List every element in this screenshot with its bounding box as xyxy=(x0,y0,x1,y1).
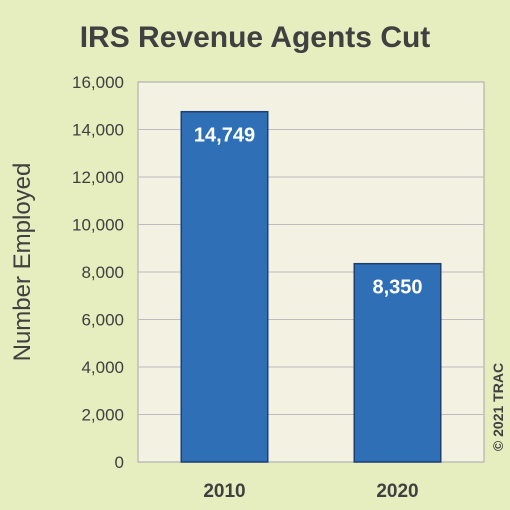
y-axis-label: Number Employed xyxy=(9,163,36,362)
y-tick-label: 8,000 xyxy=(81,263,124,282)
x-tick-label: 2010 xyxy=(203,481,245,502)
y-tick-label: 14,000 xyxy=(72,121,124,140)
y-tick-label: 6,000 xyxy=(81,311,124,330)
y-tick-label: 0 xyxy=(115,453,124,472)
y-tick-label: 16,000 xyxy=(72,73,124,92)
x-axis-ticks: 2010 2020 xyxy=(203,481,418,502)
bar-value-label: 8,350 xyxy=(372,277,422,299)
y-tick-label: 2,000 xyxy=(81,406,124,425)
y-tick-label: 4,000 xyxy=(81,358,124,377)
x-tick-label: 2020 xyxy=(376,481,418,502)
bar-value-label: 14,749 xyxy=(194,125,255,147)
y-tick-label: 12,000 xyxy=(72,168,124,187)
copyright-credit: © 2021 TRAC xyxy=(490,363,506,451)
chart-title: IRS Revenue Agents Cut xyxy=(80,21,431,54)
y-axis-ticks: 0 2,000 4,000 6,000 8,000 10,000 12,000 14,000 1… xyxy=(72,73,124,472)
bar-2020 xyxy=(353,262,442,463)
bars: 14,749 8,350 xyxy=(180,110,442,463)
bar-2010 xyxy=(180,110,269,463)
y-tick-label: 10,000 xyxy=(72,216,124,235)
